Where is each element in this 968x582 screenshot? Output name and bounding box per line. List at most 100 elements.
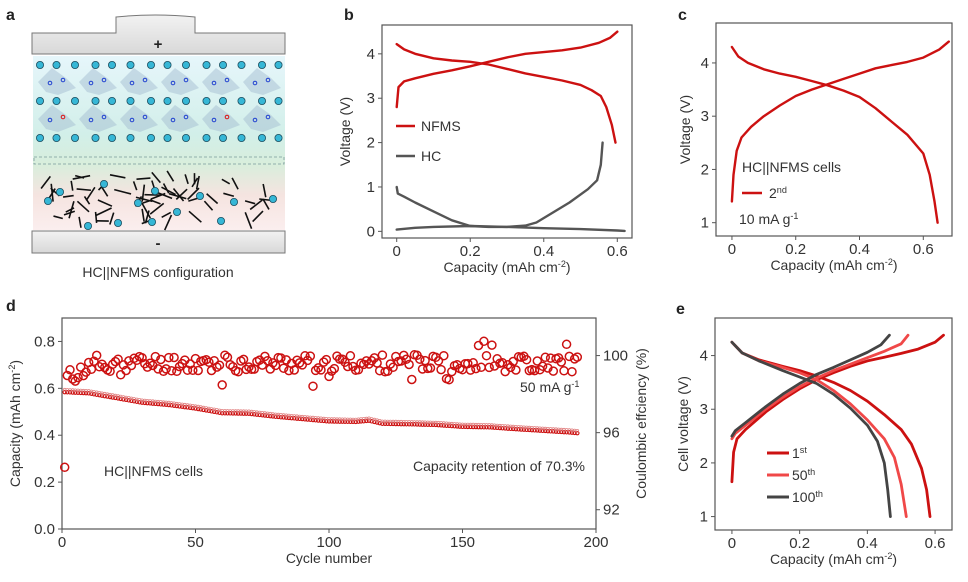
capacity-point (286, 415, 292, 421)
capacity-point (473, 424, 479, 430)
capacity-point (265, 413, 270, 419)
x-tick-label: 0.2 (460, 243, 481, 260)
x-tick-label: 200 (583, 534, 608, 551)
capacity-point (484, 424, 489, 430)
x-tick-label: 0.6 (913, 241, 934, 258)
ce-point (75, 362, 86, 372)
capacity-point (203, 408, 209, 413)
capacity-point (334, 419, 340, 424)
ce-point (174, 361, 185, 372)
capacity-point (326, 419, 332, 424)
series-line-nfms-discharge (395, 42, 617, 144)
y-tick-label: 0 (367, 223, 375, 240)
capacity-point (163, 402, 169, 407)
capacity-point (329, 419, 334, 424)
ce-point (310, 365, 321, 376)
legend-label-50: 50th (792, 467, 815, 483)
capacity-point (281, 415, 286, 420)
y-tick-label: 4 (367, 46, 375, 63)
capacity-point (444, 423, 449, 428)
carbon-layer (109, 212, 115, 225)
capacity-point (134, 399, 140, 404)
capacity-point (313, 417, 318, 423)
sodium-ion (126, 61, 135, 70)
carbon-layer (191, 177, 199, 188)
panel-label-e: e (676, 301, 685, 318)
capacity-point (524, 427, 529, 433)
capacity-point (398, 421, 404, 427)
carbon-layer (206, 193, 219, 205)
capacity-point (551, 429, 556, 434)
capacity-point (358, 419, 364, 424)
ce-point (73, 372, 83, 383)
capacity-point (187, 405, 193, 411)
transition-metal-ion (211, 117, 217, 123)
capacity-point (67, 390, 73, 395)
x-axis-label: Capacity (mAh cm-2) (770, 257, 897, 273)
capacity-point (262, 413, 268, 418)
ce-point (292, 355, 302, 365)
capacity-point (83, 390, 89, 396)
ce-point (567, 366, 577, 377)
sodium-ion (52, 97, 61, 106)
capacity-point (332, 419, 337, 424)
ce-point (511, 365, 521, 375)
transition-metal-ion (47, 117, 53, 123)
ce-point (521, 354, 532, 365)
polyhedron (120, 105, 158, 132)
sodium-ion (147, 217, 156, 226)
capacity-point (217, 410, 222, 415)
carbon-layer (85, 186, 96, 201)
capacity-point (521, 427, 527, 432)
ce-point (150, 351, 161, 362)
panel-label-c: c (678, 7, 687, 24)
capacity-point (561, 429, 567, 435)
x-tick-label: 0.4 (857, 535, 878, 552)
sodium-ion (163, 97, 172, 106)
sodium-ion (71, 97, 80, 106)
carbon-layer (221, 178, 231, 185)
carbon-layer (63, 210, 76, 216)
sodium-ion (163, 133, 172, 142)
capacity-point (190, 405, 196, 411)
y-axis-label: Voltage (V) (337, 97, 353, 166)
plot-frame (381, 24, 633, 239)
sodium-ion (52, 61, 61, 70)
transition-metal-ion (88, 117, 94, 123)
sodium-ion (268, 194, 277, 203)
ce-point (572, 352, 583, 362)
ce-point (369, 353, 380, 363)
capacity-point (476, 424, 481, 430)
transition-metal-ion (183, 77, 189, 83)
transition-metal-ion (47, 80, 53, 86)
y-axis-label: Voltage (V) (677, 95, 693, 164)
y-tick-label: 0.2 (34, 474, 55, 491)
capacity-point (195, 406, 201, 412)
ce-point (308, 381, 318, 391)
capacity-point (465, 424, 471, 430)
carbon-layer (168, 192, 187, 200)
capacity-point (425, 422, 431, 427)
sodium-ion (202, 97, 211, 106)
carbon-layer (203, 200, 214, 211)
ce-point (217, 380, 227, 390)
sodium-ion (108, 61, 117, 70)
y-tick-label: 1 (701, 215, 709, 232)
capacity-point (75, 390, 81, 395)
ce-point (447, 366, 457, 377)
panel-d-chart: 0 50 100 150 200 0.0 0.2 0.4 0.6 0.8 Cycle number C… (6, 298, 649, 566)
ce-point (59, 462, 70, 473)
ce-point (107, 359, 118, 370)
y-tick-label: 0.6 (34, 380, 55, 397)
y-tick-label: 3 (700, 401, 708, 418)
ce-point (113, 354, 123, 364)
capacity-point (380, 421, 385, 426)
capacity-point (284, 415, 289, 420)
sodium-ion (133, 198, 142, 207)
sodium-ion (181, 97, 190, 106)
sodium-ion (114, 218, 123, 227)
transition-metal-ion (101, 114, 107, 120)
capacity-point (177, 404, 182, 409)
sodium-ion (52, 133, 61, 142)
